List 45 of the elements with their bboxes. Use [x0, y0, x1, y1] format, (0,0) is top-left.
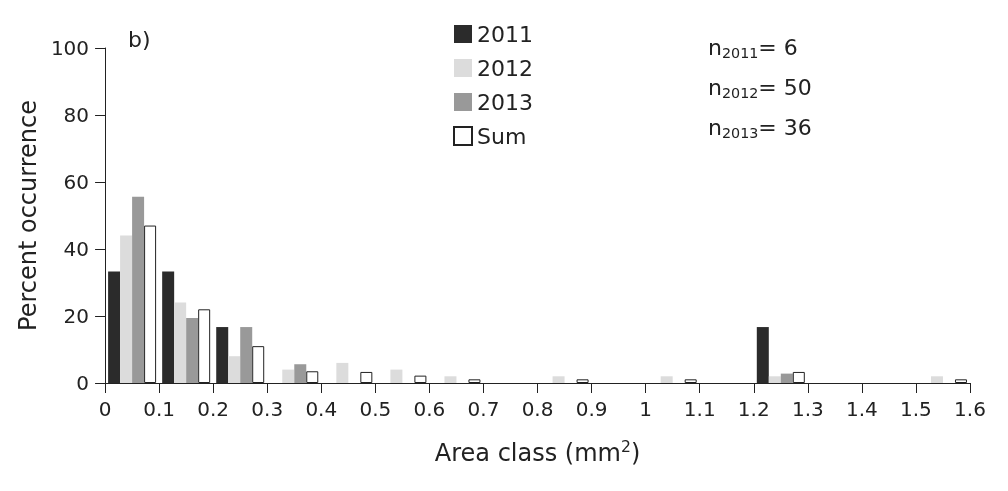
y-tick-label: 100 [50, 36, 90, 60]
legend-label: 2011 [477, 21, 533, 47]
bar [930, 376, 943, 383]
bar [768, 376, 781, 383]
x-tick-label: 1.4 [845, 397, 878, 421]
x-tick-label: 1.1 [683, 397, 716, 421]
bar [228, 356, 241, 383]
x-tick-label: 0 [98, 397, 112, 421]
x-tick-label: 0.5 [359, 397, 392, 421]
x-tick-label: 0.7 [467, 397, 500, 421]
bar [660, 376, 673, 383]
y-axis-title: Percent occurrence [14, 100, 42, 331]
bar [240, 327, 253, 383]
bar [336, 362, 349, 383]
y-tick-label: 20 [63, 304, 90, 328]
bar [552, 376, 565, 383]
annotation: b) [128, 26, 151, 52]
bar [780, 373, 793, 383]
bar [390, 369, 403, 383]
y-tick-label: 0 [76, 371, 90, 395]
bar [294, 364, 307, 383]
x-tick-label: 0.9 [575, 397, 608, 421]
x-tick-label: 1.5 [900, 397, 932, 421]
x-tick-label: 1.3 [791, 397, 824, 421]
x-tick-label: 1.6 [954, 397, 986, 421]
x-tick-label: 1.2 [737, 397, 770, 421]
x-tick-label: 0.1 [143, 397, 176, 421]
bar [174, 302, 187, 383]
x-tick-label: 1 [639, 397, 653, 421]
legend-label: 2012 [477, 55, 533, 81]
bar [444, 376, 457, 383]
x-tick-label: 0.4 [305, 397, 338, 421]
bar [186, 318, 199, 383]
bar [282, 369, 295, 383]
legend-label: 2013 [477, 89, 533, 115]
bar [120, 235, 133, 383]
bar [132, 196, 145, 383]
legend-label: Sum [477, 123, 527, 149]
x-tick-label: 0.2 [197, 397, 230, 421]
y-tick-label: 60 [63, 170, 90, 194]
x-tick-label: 0.8 [521, 397, 554, 421]
x-tick-label: 0.3 [251, 397, 284, 421]
y-tick-label: 80 [63, 103, 90, 127]
x-tick-label: 0.6 [413, 397, 446, 421]
y-tick-label: 40 [63, 237, 90, 261]
